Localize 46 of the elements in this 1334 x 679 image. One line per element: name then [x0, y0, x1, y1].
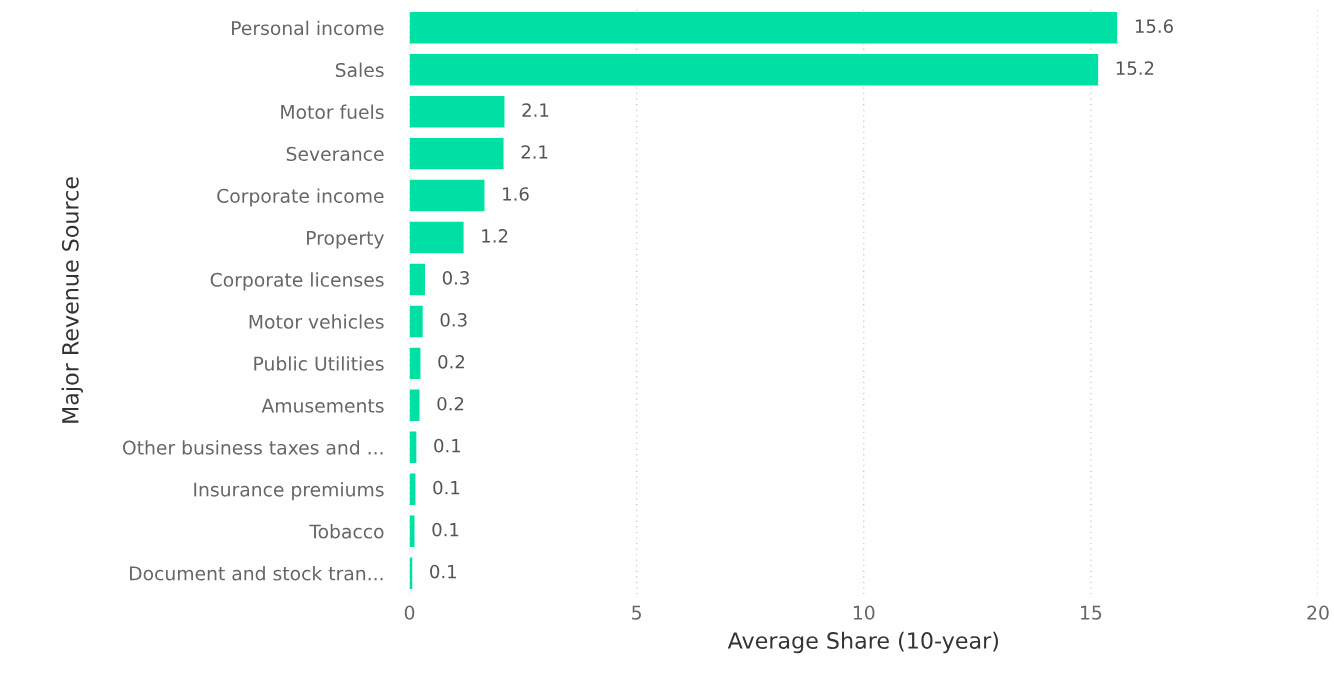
x-tick-label: 10: [853, 605, 875, 620]
y-tick-label: Personal income: [232, 20, 384, 36]
x-axis-title: Average Share (10-year): [727, 631, 999, 654]
y-tick-label: Motor vehicles: [249, 314, 384, 329]
data-label: 15.6: [1135, 19, 1173, 34]
data-label: 0.2: [437, 396, 464, 411]
y-tick-label: Insurance premiums: [194, 482, 384, 501]
data-label: 0.3: [442, 271, 469, 285]
y-tick-label: Amusements: [261, 398, 384, 413]
x-tick-label: 15: [1081, 605, 1102, 620]
bar: [409, 263, 425, 296]
y-tick-label: Public Utilities: [254, 356, 384, 371]
y-tick-label: Severance: [286, 146, 384, 162]
x-tick-label: 20: [1307, 605, 1329, 620]
bar: [409, 389, 420, 422]
bar: [409, 347, 421, 380]
bar: [409, 12, 1118, 44]
bar: [409, 515, 415, 547]
data-label: 2.1: [521, 145, 548, 159]
y-tick-label: Sales: [335, 62, 384, 78]
bar: [409, 95, 505, 128]
x-tick-label: 0: [404, 605, 415, 620]
data-label: 0.3: [440, 313, 467, 327]
data-label: 0.1: [430, 564, 456, 579]
data-label: 0.1: [433, 480, 460, 495]
y-tick-label: Document and stock tran...: [130, 566, 383, 581]
bar: [409, 179, 485, 212]
y-tick-label: Tobacco: [309, 524, 384, 539]
y-tick-label: Property: [307, 230, 384, 249]
data-label: 15.2: [1116, 61, 1154, 75]
x-tick-label: 5: [632, 605, 641, 620]
data-label: 1.6: [503, 187, 529, 201]
data-label: 2.1: [522, 103, 549, 117]
bar: [409, 221, 464, 254]
y-tick-label: Motor fuels: [281, 104, 384, 120]
bar: [409, 305, 423, 338]
bar: [409, 137, 504, 170]
y-tick-label: Corporate licenses: [210, 272, 384, 291]
data-label: 0.1: [434, 438, 461, 453]
y-tick-label: Corporate income: [217, 188, 384, 207]
y-axis-title: Major Revenue Source: [61, 177, 84, 423]
bar: [409, 53, 1099, 86]
data-label: 1.2: [482, 229, 508, 243]
data-label: 0.2: [438, 354, 465, 369]
y-tick-label: Other business taxes and ...: [122, 440, 383, 455]
data-label: 0.1: [432, 522, 459, 537]
